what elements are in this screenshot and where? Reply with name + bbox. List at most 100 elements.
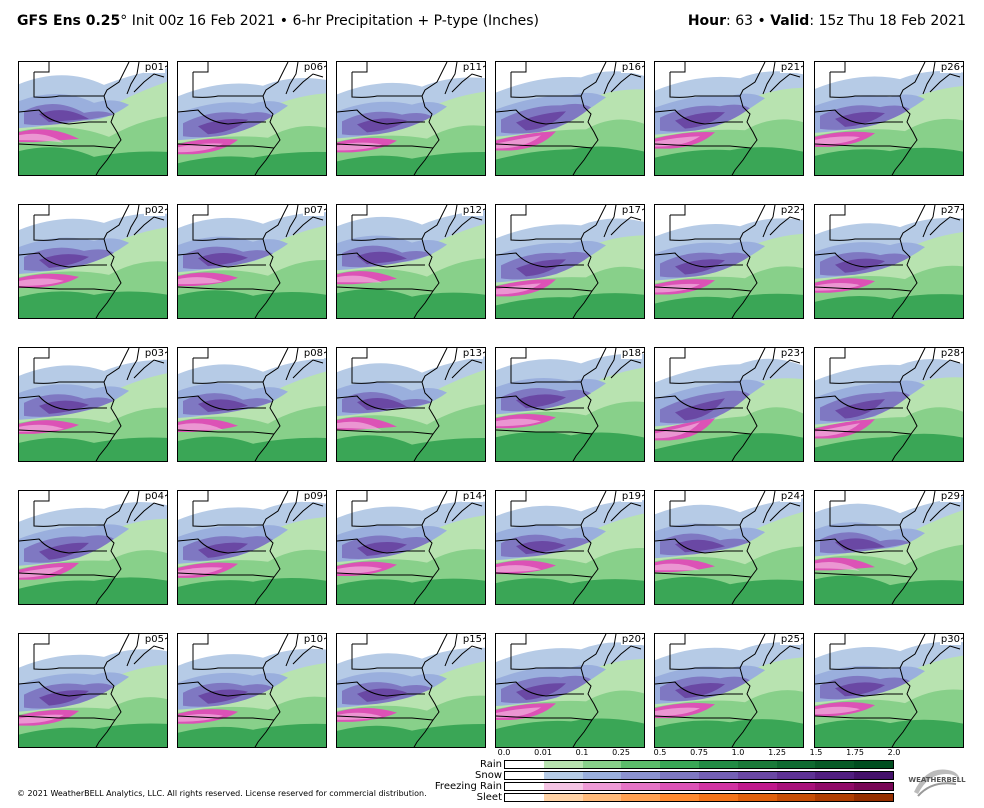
legend-swatch [582,772,622,779]
legend-swatch [582,761,622,768]
precip-map [815,634,963,747]
legend-tick: 0.25 [612,748,630,757]
legend-swatch [621,783,661,790]
ensemble-panel-p03: p03 [18,347,168,462]
precip-map [496,348,644,461]
legend-swatch [621,772,661,779]
legend-swatch [621,761,661,768]
member-label: p28 [939,348,961,359]
legend-swatch [543,783,583,790]
legend-swatch [543,772,583,779]
legend-colorbar [504,782,894,791]
legend-swatch [621,794,661,801]
precip-map [19,491,167,604]
ensemble-panel-p22: p22 [654,204,804,319]
precip-map [178,205,326,318]
precip-map [178,348,326,461]
ensemble-panel-p23: p23 [654,347,804,462]
precip-map [19,634,167,747]
weatherbell-logo: WEATHERBELL [908,762,966,802]
ensemble-panel-p28: p28 [814,347,964,462]
legend-tick: 1.5 [809,748,823,757]
member-label: p07 [302,205,324,216]
ensemble-panel-p04: p04 [18,490,168,605]
legend-swatch [660,761,699,768]
member-label: p10 [302,634,324,645]
member-label: p08 [302,348,324,359]
ensemble-panel-p07: p07 [177,204,327,319]
legend-row-label: Sleet [476,792,502,803]
member-label: p16 [620,62,642,73]
ensemble-panel-p10: p10 [177,633,327,748]
legend: 0.0 0.01 0.1 0.25 0.5 0.75 1.0 1.25 1.5 1.75 2.0 R… [420,748,900,804]
legend-colorbar [504,793,894,802]
legend-swatch [854,783,893,790]
ensemble-panel-p11: p11 [336,61,486,176]
ensemble-panel-p15: p15 [336,633,486,748]
valid-time: Hour: 63 • Valid: 15z Thu 18 Feb 2021 [688,13,966,29]
precip-map [496,205,644,318]
member-label: p26 [939,62,961,73]
precip-map [815,491,963,604]
ensemble-panel-p18: p18 [495,347,645,462]
valid-value: : 15z Thu 18 Feb 2021 [809,13,966,29]
member-label: p12 [461,205,483,216]
member-label: p25 [779,634,801,645]
member-label: p19 [620,491,642,502]
legend-swatch [854,794,893,801]
copyright: © 2021 WeatherBELL Analytics, LLC. All r… [17,789,427,798]
member-label: p29 [939,491,961,502]
legend-swatch [815,794,855,801]
legend-swatch [543,761,583,768]
ensemble-panel-p25: p25 [654,633,804,748]
member-label: p06 [302,62,324,73]
ensemble-panel-p19: p19 [495,490,645,605]
precip-map [655,205,803,318]
precip-map [496,491,644,604]
member-label: p30 [939,634,961,645]
legend-swatch [776,783,816,790]
ensemble-panel-p06: p06 [177,61,327,176]
precip-map [815,205,963,318]
legend-swatch [737,772,777,779]
logo-text: WEATHERBELL [908,776,966,784]
ensemble-panel-p24: p24 [654,490,804,605]
member-label: p27 [939,205,961,216]
precip-map [178,634,326,747]
ensemble-panel-p09: p09 [177,490,327,605]
member-label: p09 [302,491,324,502]
legend-swatch [698,772,738,779]
legend-row-label: Freezing Rain [434,781,502,792]
member-label: p01 [143,62,165,73]
legend-swatch [815,761,855,768]
member-label: p05 [143,634,165,645]
precip-map [496,634,644,747]
legend-tick: 0.0 [497,748,511,757]
legend-swatch [505,772,544,779]
precip-map [815,62,963,175]
ensemble-panel-p21: p21 [654,61,804,176]
precip-map [655,348,803,461]
legend-tick: 1.75 [846,748,864,757]
legend-swatch [505,783,544,790]
legend-row-label: Rain [480,759,502,770]
member-label: p11 [461,62,483,73]
legend-swatch [582,783,622,790]
legend-colorbar [504,771,894,780]
legend-swatch [776,761,816,768]
member-label: p14 [461,491,483,502]
legend-swatch [505,794,544,801]
legend-row-label: Snow [475,770,502,781]
precip-map [496,62,644,175]
legend-tick: 1.0 [731,748,745,757]
init-text: Init 00z 16 Feb 2021 • 6-hr Precipitatio… [127,13,539,29]
member-label: p20 [620,634,642,645]
member-label: p21 [779,62,801,73]
legend-swatch [815,772,855,779]
legend-swatch [582,794,622,801]
member-label: p02 [143,205,165,216]
member-label: p17 [620,205,642,216]
member-label: p15 [461,634,483,645]
precip-map [19,205,167,318]
ensemble-panel-p30: p30 [814,633,964,748]
